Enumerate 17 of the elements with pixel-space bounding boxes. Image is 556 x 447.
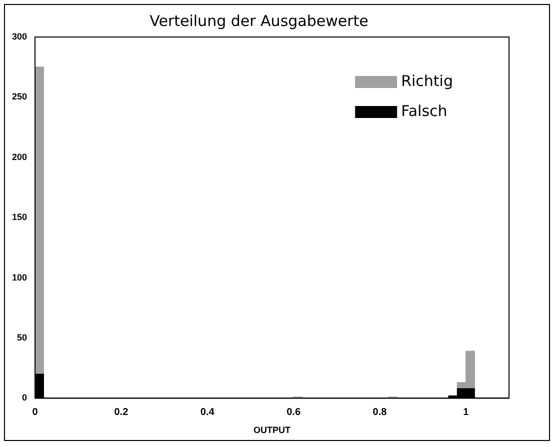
x-tick-label: 0.4 (200, 406, 215, 418)
x-tick-label: 0.6 (286, 406, 301, 418)
y-tick-label: 100 (12, 272, 28, 282)
y-tick-label: 200 (12, 152, 28, 162)
legend-label: Falsch (401, 102, 448, 120)
y-tick-label: 0 (22, 392, 28, 403)
x-tick-label: 1 (463, 406, 470, 418)
y-tick-label: 50 (17, 332, 28, 342)
x-tick-label: 0.8 (372, 406, 388, 418)
x-tick-label: 0 (32, 406, 38, 418)
x-tick-label: 0.2 (114, 406, 129, 418)
y-tick-label: 300 (12, 31, 28, 42)
y-tick-label: 250 (12, 92, 28, 102)
x-axis-title: OUTPUT (254, 425, 292, 436)
legend-label: Richtig (401, 72, 454, 90)
chart-title: Verteilung der Ausgabewerte (150, 12, 368, 30)
y-tick-label: 150 (12, 212, 28, 222)
